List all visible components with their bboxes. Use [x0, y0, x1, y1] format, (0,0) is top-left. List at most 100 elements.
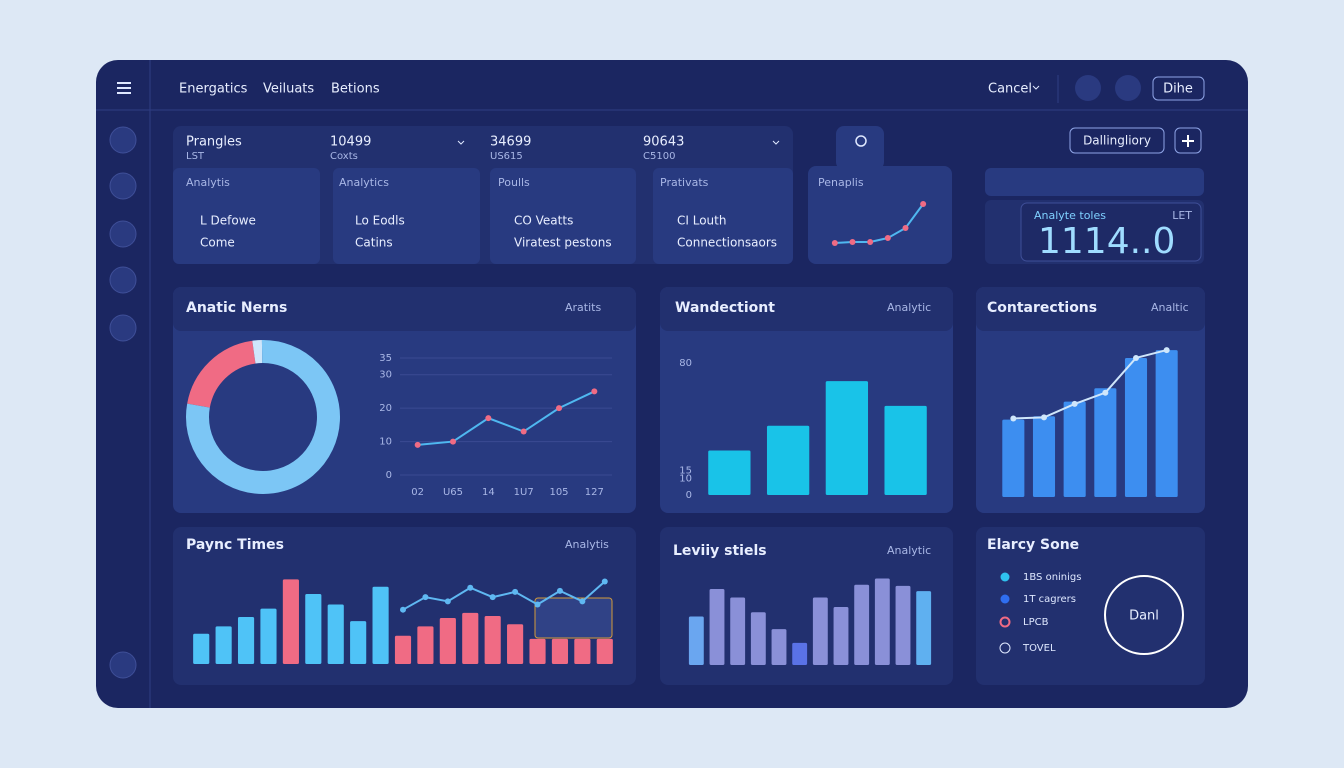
panel-title: Wandectiont — [675, 300, 775, 316]
y-tick-label: 80 — [679, 358, 692, 369]
card-title: Analytics — [339, 176, 389, 189]
bar — [462, 612, 479, 664]
card-line: Lo Eodls — [355, 214, 405, 228]
icon-button[interactable] — [1115, 75, 1141, 101]
bar — [1124, 357, 1148, 497]
icon-toolbar[interactable] — [985, 168, 1204, 196]
donut-segment — [186, 340, 340, 494]
bar — [766, 425, 810, 495]
mini-title: Penaplis — [818, 176, 864, 189]
bar — [350, 621, 367, 664]
point — [485, 415, 492, 422]
bar — [507, 624, 524, 664]
bar — [825, 381, 869, 495]
nav-item[interactable]: Veiluats — [263, 82, 314, 97]
bar — [708, 450, 751, 495]
point — [520, 428, 527, 435]
bar — [771, 629, 787, 665]
panel-title: Anatic Nerns — [186, 300, 287, 316]
card-line: Connectionsaors — [677, 236, 777, 250]
y-tick-label: 35 — [379, 353, 392, 364]
summary-sub: Coxts — [330, 151, 358, 162]
bar — [1155, 350, 1178, 497]
bar — [215, 626, 232, 664]
bar — [1063, 401, 1086, 497]
line — [417, 390, 595, 446]
y-tick-label: 0 — [686, 490, 692, 501]
bar — [1002, 419, 1025, 497]
bar — [327, 604, 344, 664]
bar — [916, 591, 932, 665]
bar — [874, 578, 890, 665]
y-tick-label: 20 — [379, 403, 392, 414]
y-tick-label: 10 — [379, 437, 392, 448]
gauge-ring — [1104, 575, 1184, 655]
metric-tag: LET — [1172, 209, 1192, 222]
bar — [305, 594, 322, 664]
bar — [1032, 416, 1056, 497]
bar — [237, 617, 255, 664]
bar — [596, 638, 613, 664]
panel-title: Paync Times — [186, 537, 284, 553]
bar — [574, 638, 591, 664]
summary-title: 10499 — [330, 135, 371, 150]
nav-item[interactable]: Betions — [331, 82, 380, 97]
metric-label: Analyte toles — [1034, 209, 1106, 222]
action-button[interactable] — [1152, 76, 1205, 101]
legend-label: 1BS oninigs — [1023, 572, 1081, 583]
x-tick-label: U65 — [443, 487, 463, 498]
bar — [750, 612, 766, 665]
panel-menu[interactable]: Analtic — [1151, 301, 1189, 314]
bar — [551, 638, 569, 664]
search-icon — [855, 135, 867, 147]
cancel-menu[interactable]: Cancel — [988, 82, 1032, 97]
search-tab[interactable] — [836, 126, 884, 170]
nav-item[interactable]: Energatics — [179, 82, 248, 97]
legend-label: TOVEL — [1022, 643, 1056, 654]
point — [849, 239, 856, 245]
x-tick-label: 14 — [482, 487, 495, 498]
bar — [709, 589, 725, 665]
plus-icon — [1182, 135, 1194, 147]
summary-title: 34699 — [490, 135, 531, 150]
search-button[interactable] — [1069, 127, 1165, 154]
point — [534, 601, 541, 608]
y-tick-label: 15 — [679, 465, 692, 476]
x-tick-label: 02 — [411, 487, 424, 498]
bar — [394, 635, 412, 664]
search-button-label[interactable]: Dallingliory — [1083, 134, 1151, 148]
mini-panel — [808, 166, 952, 264]
point — [867, 239, 874, 245]
bar — [812, 597, 828, 665]
card-line: CI Louth — [677, 214, 726, 228]
point — [414, 441, 421, 448]
icon-button[interactable] — [1075, 75, 1101, 101]
point — [1163, 347, 1170, 354]
chevron — [1032, 85, 1040, 90]
sidebar-icons[interactable] — [109, 126, 137, 679]
bar — [417, 626, 434, 664]
panel-menu[interactable]: Analytic — [887, 301, 931, 314]
summary-title: 90643 — [643, 135, 684, 150]
summary-sub: LST — [186, 151, 205, 162]
bar — [484, 615, 501, 664]
bar — [792, 642, 808, 665]
card-line: Come — [200, 236, 235, 250]
action-button-label[interactable]: Dihe — [1163, 82, 1193, 97]
panel-menu[interactable]: Aratits — [565, 301, 601, 314]
panel-title: Leviiy stiels — [673, 543, 767, 559]
summary-sub: C5100 — [643, 151, 675, 162]
point — [512, 588, 519, 595]
bar — [282, 579, 299, 664]
point — [884, 235, 891, 241]
summary-title: Prangles — [186, 135, 242, 150]
panel-menu[interactable]: Analytis — [565, 538, 609, 551]
bar — [884, 405, 927, 495]
panel-menu[interactable]: Analytic — [887, 544, 931, 557]
x-tick-label: 127 — [585, 487, 604, 498]
add-button[interactable] — [1174, 127, 1202, 154]
point — [1102, 389, 1109, 396]
menu-icon[interactable] — [117, 82, 131, 94]
panel-title: Elarcy Sone — [987, 537, 1079, 553]
